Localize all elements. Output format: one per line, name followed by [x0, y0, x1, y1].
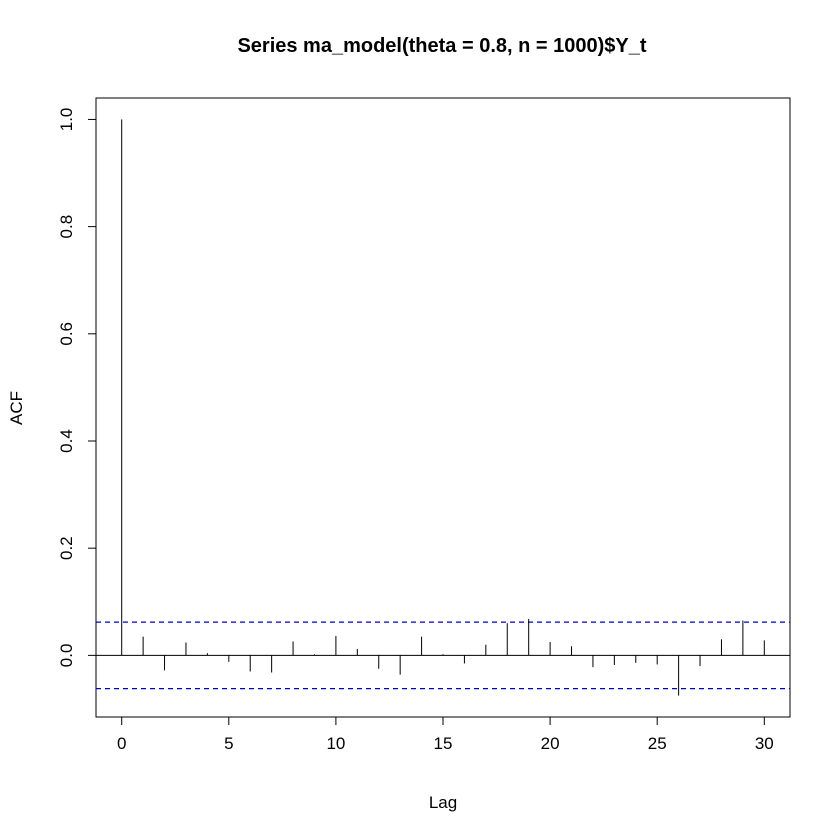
x-axis-label: Lag [429, 793, 457, 812]
x-tick-label: 30 [755, 734, 774, 753]
x-tick-label: 10 [326, 734, 345, 753]
x-tick-label: 0 [117, 734, 126, 753]
x-tick-label: 25 [648, 734, 667, 753]
x-axis: 0 5 10 15 20 25 30 [117, 716, 774, 753]
y-tick-label: 1.0 [57, 108, 76, 132]
confidence-bounds [96, 621, 790, 690]
y-tick-label: 0.6 [57, 322, 76, 346]
acf-bars [121, 119, 765, 696]
x-tick-label: 20 [541, 734, 560, 753]
y-tick-label: 0.0 [57, 644, 76, 668]
x-tick-label: 5 [224, 734, 233, 753]
plot-frame [95, 97, 791, 718]
chart-title: Series ma_model(theta = 0.8, n = 1000)$Y… [237, 35, 646, 57]
y-tick-label: 0.2 [57, 536, 76, 560]
y-axis-label: ACF [7, 391, 26, 425]
y-tick-label: 0.8 [57, 215, 76, 239]
y-axis: 0.0 0.2 0.4 0.6 0.8 1.0 [57, 108, 97, 668]
x-tick-label: 15 [434, 734, 453, 753]
y-tick-label: 0.4 [57, 429, 76, 453]
